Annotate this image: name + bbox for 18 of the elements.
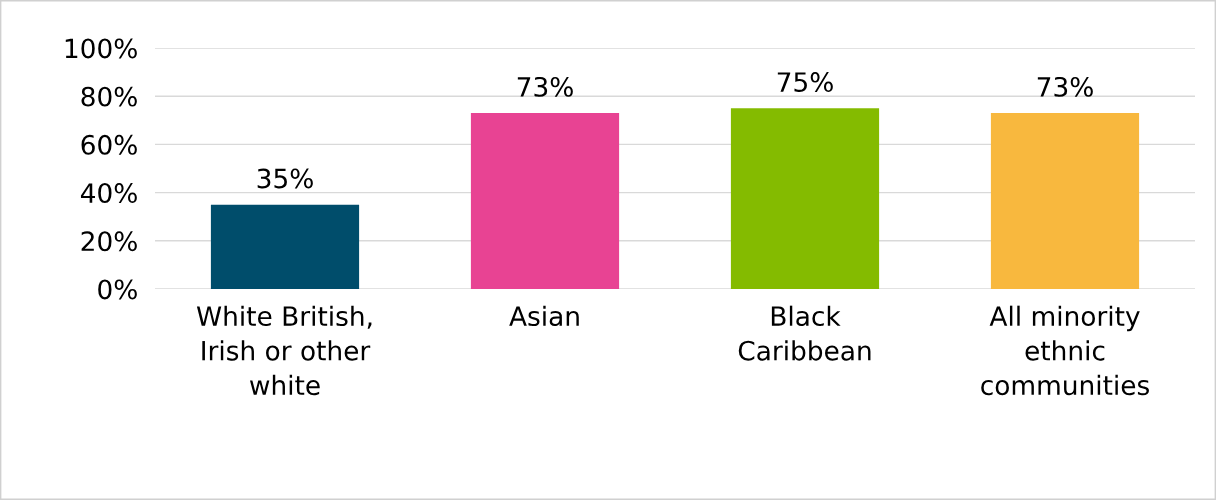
data-label: 35%: [257, 168, 313, 189]
bar: [730, 108, 880, 289]
x-tick-label: Black Caribbean: [738, 305, 871, 361]
x-tick-label: White British, Irish or other white: [196, 305, 372, 396]
y-tick-label: 20%: [81, 231, 137, 252]
bar: [990, 113, 1140, 289]
y-tick-label: 80%: [81, 86, 137, 107]
data-label: 75%: [777, 72, 833, 93]
bar: [210, 204, 360, 289]
data-label: 73%: [1037, 76, 1093, 97]
data-label: 73%: [517, 76, 573, 97]
bar: [470, 113, 620, 289]
y-tick-label: 60%: [81, 134, 137, 155]
x-tick-label: All minority ethnic communities: [981, 305, 1149, 396]
y-tick-label: 0%: [98, 279, 137, 300]
x-tick-label: Asian: [509, 305, 579, 327]
y-tick-label: 100%: [65, 38, 137, 59]
y-tick-label: 40%: [80, 183, 137, 203]
